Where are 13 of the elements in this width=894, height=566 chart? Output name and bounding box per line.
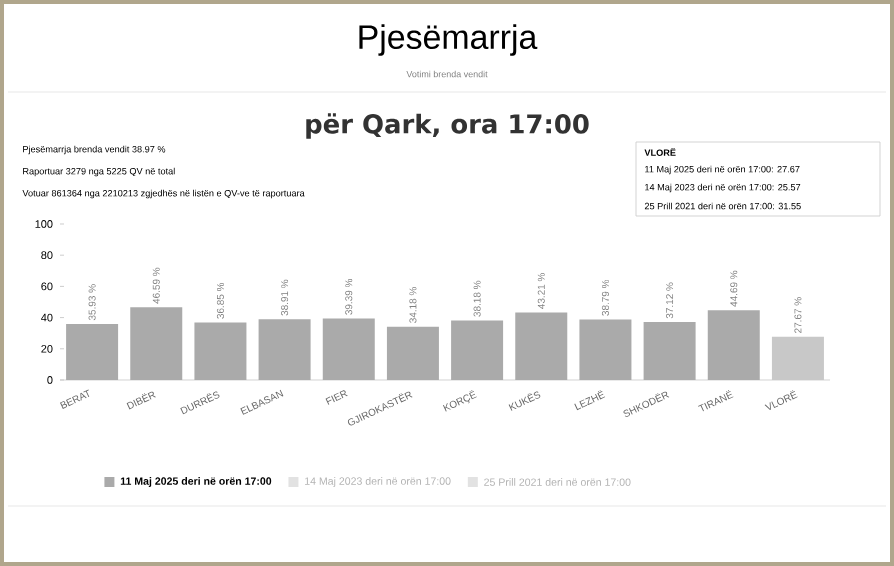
bar bbox=[66, 323, 119, 380]
bar bbox=[258, 319, 311, 380]
text: për Qark, ora 17:00 bbox=[306, 113, 589, 139]
bar bbox=[322, 318, 375, 380]
bar bbox=[579, 319, 632, 380]
chart-title: Pjesëmarrja bbox=[359, 24, 538, 56]
bar bbox=[194, 322, 247, 380]
bar bbox=[130, 307, 183, 380]
bar bbox=[515, 312, 568, 380]
bar bbox=[451, 320, 504, 380]
bar bbox=[643, 322, 696, 380]
bar bbox=[386, 326, 439, 380]
bar bbox=[707, 310, 760, 380]
